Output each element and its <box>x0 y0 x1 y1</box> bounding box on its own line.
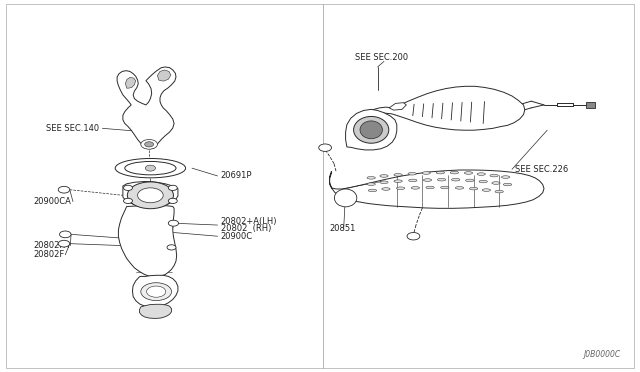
Text: 20802  (RH): 20802 (RH) <box>221 224 271 233</box>
Ellipse shape <box>490 174 499 177</box>
Ellipse shape <box>335 189 357 207</box>
Text: 20900C: 20900C <box>221 232 253 241</box>
Polygon shape <box>140 304 172 318</box>
Ellipse shape <box>477 173 486 175</box>
Ellipse shape <box>147 286 166 297</box>
Text: 20802FA: 20802FA <box>33 241 70 250</box>
Circle shape <box>141 140 157 149</box>
Ellipse shape <box>394 180 403 182</box>
Circle shape <box>124 198 132 203</box>
Ellipse shape <box>479 180 488 183</box>
Text: SEE SEC.226: SEE SEC.226 <box>515 165 568 174</box>
Ellipse shape <box>422 171 431 174</box>
Ellipse shape <box>368 189 376 192</box>
Ellipse shape <box>440 186 449 189</box>
Ellipse shape <box>436 171 444 174</box>
Circle shape <box>145 165 156 171</box>
Polygon shape <box>330 170 544 208</box>
Circle shape <box>168 198 177 203</box>
Ellipse shape <box>412 187 420 189</box>
Ellipse shape <box>409 179 417 182</box>
Ellipse shape <box>125 161 176 175</box>
Ellipse shape <box>381 187 390 190</box>
Text: J0B0000C: J0B0000C <box>584 350 621 359</box>
Circle shape <box>168 185 177 190</box>
Ellipse shape <box>115 158 186 178</box>
Ellipse shape <box>465 179 474 182</box>
Polygon shape <box>118 206 177 277</box>
Ellipse shape <box>141 283 172 301</box>
Ellipse shape <box>408 172 417 175</box>
Polygon shape <box>132 275 178 307</box>
Ellipse shape <box>353 116 389 143</box>
Text: 20802F: 20802F <box>33 250 65 259</box>
Polygon shape <box>586 102 595 108</box>
Polygon shape <box>125 77 136 88</box>
Ellipse shape <box>455 187 463 189</box>
Ellipse shape <box>438 178 445 181</box>
Ellipse shape <box>367 183 375 185</box>
Text: SEE SEC.200: SEE SEC.200 <box>355 53 408 62</box>
Ellipse shape <box>502 176 510 178</box>
Ellipse shape <box>380 181 388 183</box>
Ellipse shape <box>492 182 500 184</box>
Polygon shape <box>157 70 171 81</box>
Circle shape <box>58 186 70 193</box>
Circle shape <box>127 182 173 209</box>
Polygon shape <box>357 86 525 149</box>
Ellipse shape <box>464 171 473 174</box>
Ellipse shape <box>470 187 478 190</box>
Circle shape <box>168 220 179 226</box>
Circle shape <box>60 231 71 238</box>
Circle shape <box>145 142 154 147</box>
Text: 20900CA: 20900CA <box>33 197 71 206</box>
Polygon shape <box>389 103 406 110</box>
Polygon shape <box>117 67 176 149</box>
Circle shape <box>319 144 332 151</box>
Ellipse shape <box>367 177 375 179</box>
Circle shape <box>407 232 420 240</box>
Ellipse shape <box>495 190 504 193</box>
Ellipse shape <box>396 187 405 189</box>
Ellipse shape <box>360 121 383 139</box>
Ellipse shape <box>504 183 512 186</box>
Ellipse shape <box>380 174 388 177</box>
Polygon shape <box>346 109 397 150</box>
Circle shape <box>167 245 176 250</box>
Text: 20691P: 20691P <box>221 171 252 180</box>
Ellipse shape <box>483 189 491 191</box>
Text: 20851: 20851 <box>330 224 356 233</box>
Circle shape <box>58 240 70 247</box>
Circle shape <box>124 185 132 190</box>
Text: 20802+A(LH): 20802+A(LH) <box>221 217 277 226</box>
Ellipse shape <box>451 171 458 174</box>
Text: SEE SEC.140: SEE SEC.140 <box>46 124 99 133</box>
Ellipse shape <box>394 173 403 176</box>
Ellipse shape <box>426 186 435 189</box>
Ellipse shape <box>451 178 460 181</box>
Ellipse shape <box>424 179 432 181</box>
Circle shape <box>138 188 163 203</box>
Polygon shape <box>123 182 178 206</box>
